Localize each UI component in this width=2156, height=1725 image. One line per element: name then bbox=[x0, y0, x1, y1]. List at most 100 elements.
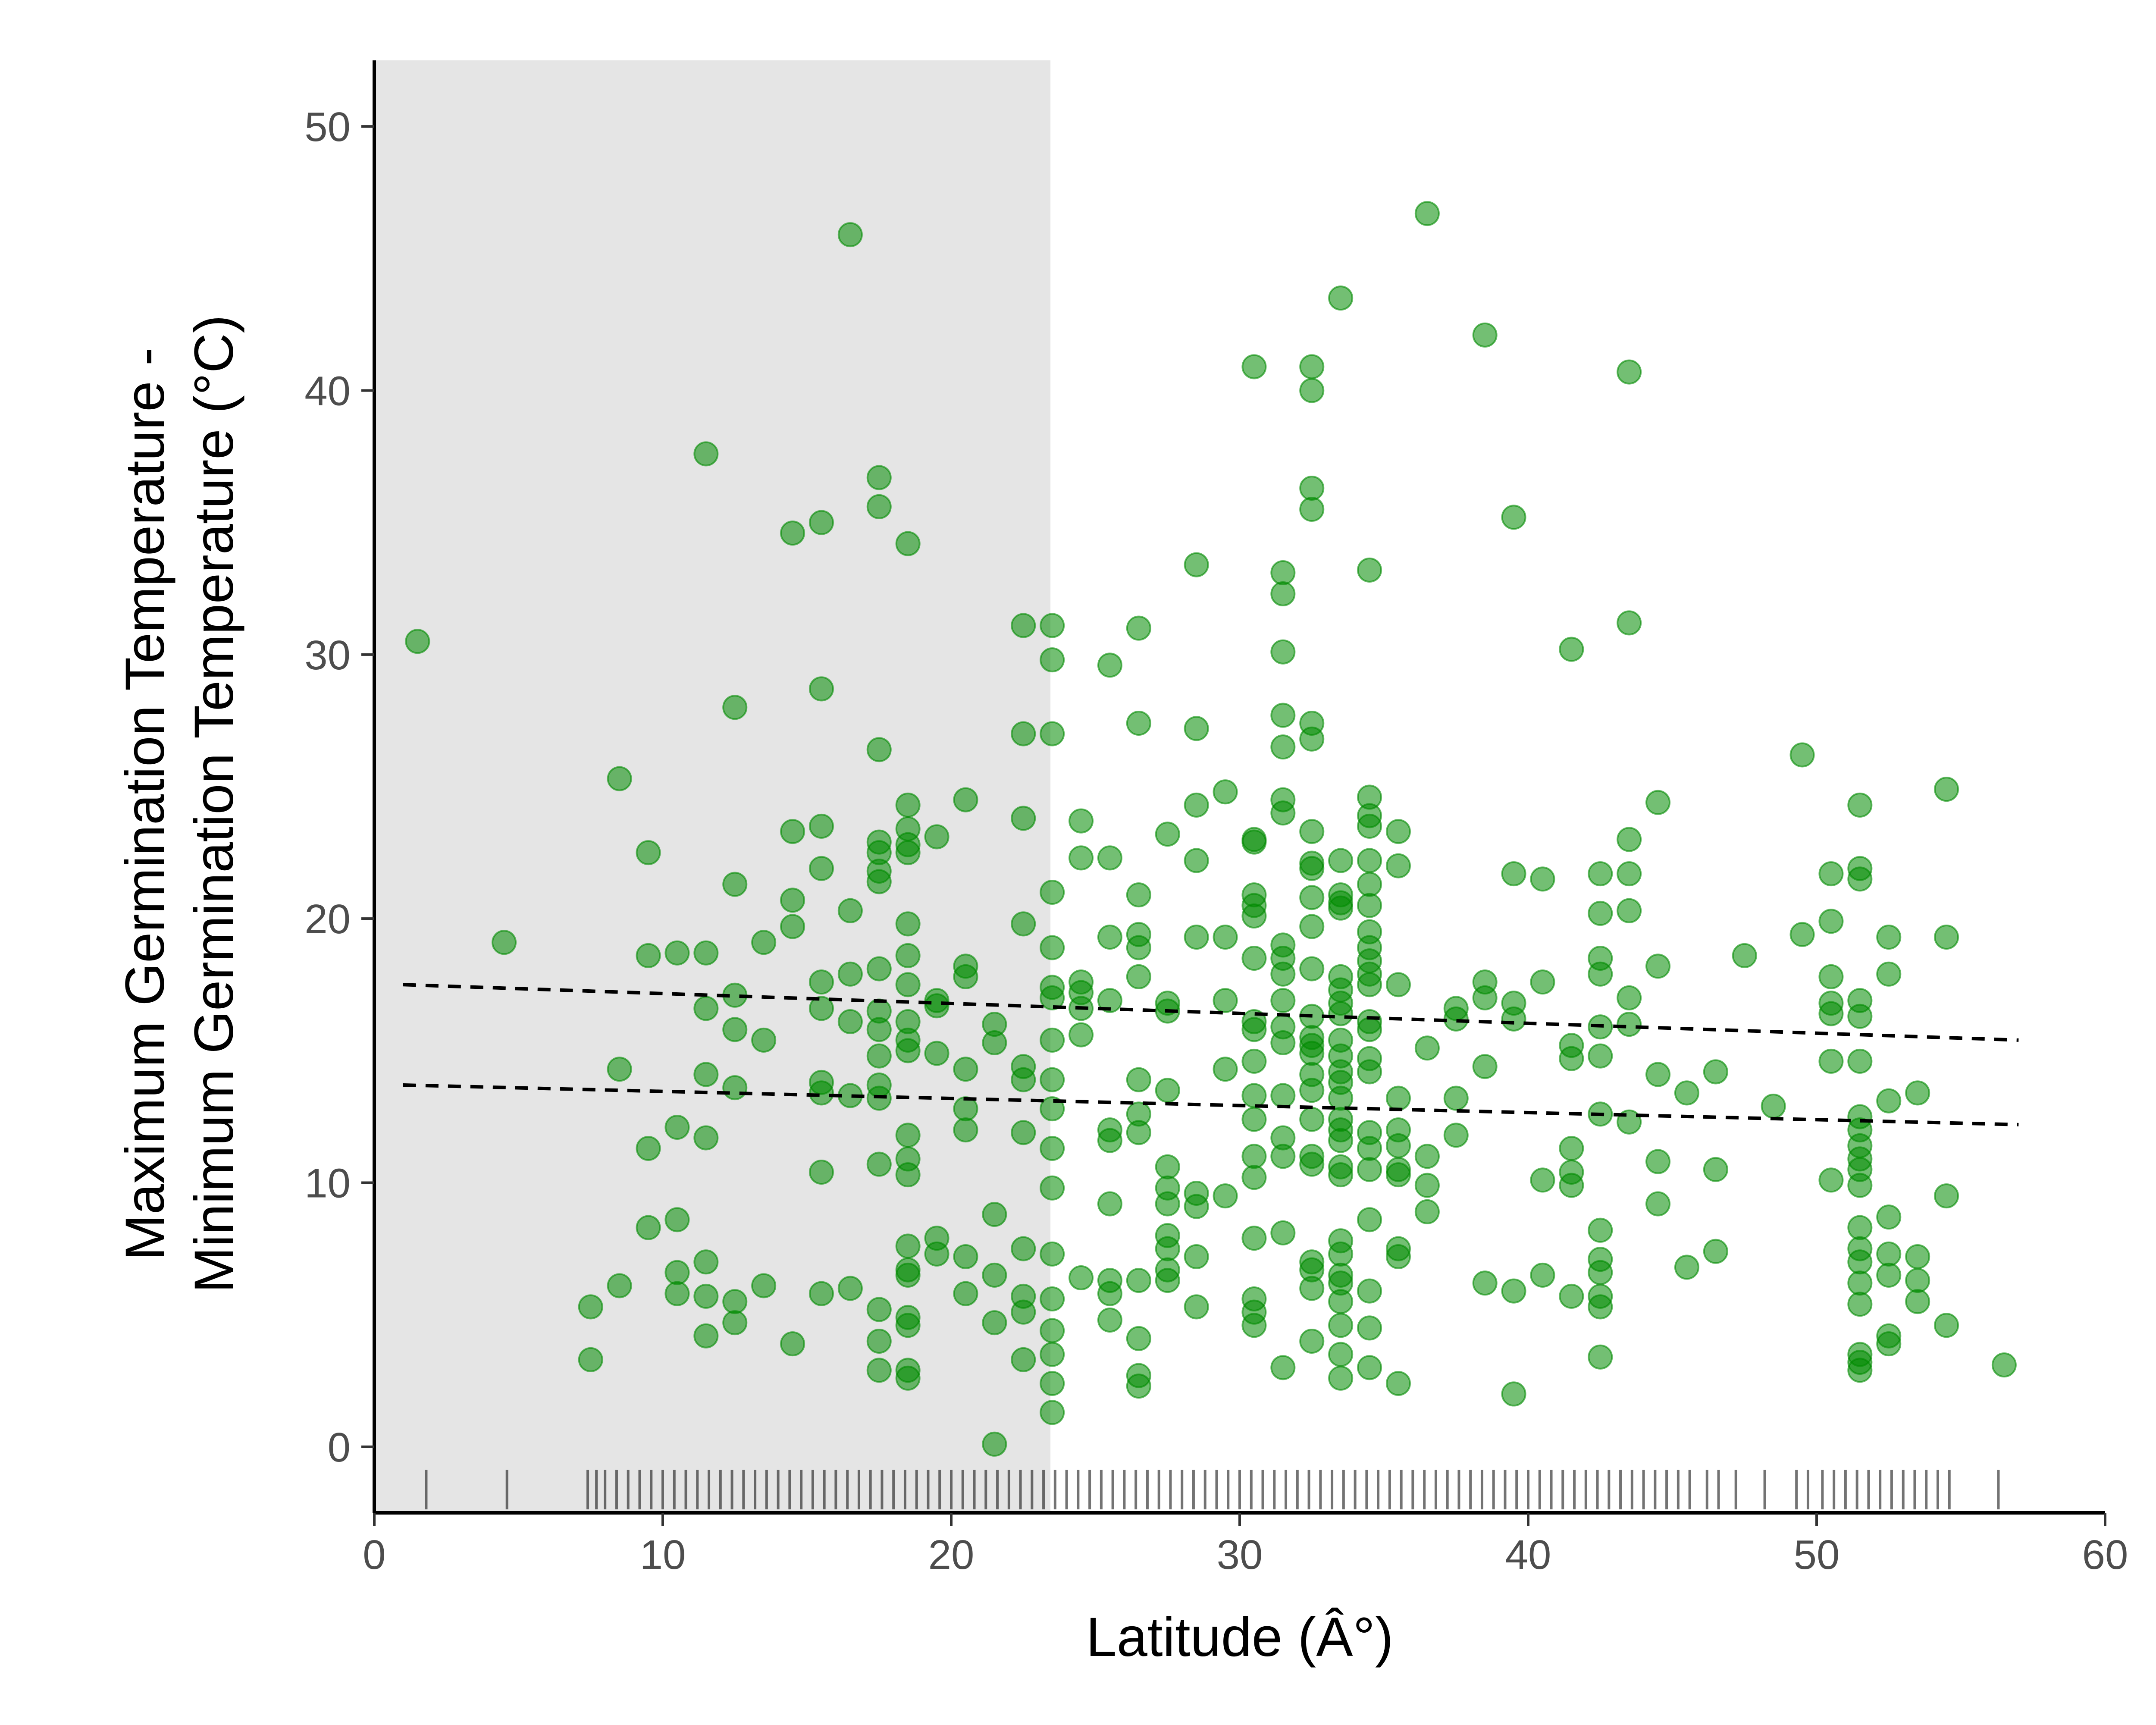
data-point bbox=[1270, 1220, 1296, 1245]
data-point bbox=[1126, 964, 1151, 989]
data-point bbox=[1241, 903, 1267, 929]
data-point bbox=[1126, 1268, 1151, 1293]
data-point bbox=[1299, 476, 1325, 501]
data-point bbox=[1069, 845, 1094, 871]
data-point bbox=[1617, 985, 1642, 1010]
data-point bbox=[895, 1262, 921, 1288]
data-point bbox=[1847, 1173, 1873, 1198]
data-point bbox=[664, 1281, 690, 1306]
data-point bbox=[1270, 1030, 1296, 1055]
data-point bbox=[1011, 1299, 1036, 1325]
data-point bbox=[1328, 1365, 1354, 1391]
data-point bbox=[1299, 378, 1325, 403]
data-point bbox=[1617, 827, 1642, 852]
data-point bbox=[1472, 1054, 1498, 1079]
data-point bbox=[866, 465, 892, 490]
data-point bbox=[1472, 322, 1498, 348]
data-point bbox=[1530, 1167, 1555, 1193]
data-point bbox=[1328, 1001, 1354, 1026]
x-tick-label: 20 bbox=[928, 1532, 975, 1578]
data-point bbox=[837, 222, 863, 248]
data-point bbox=[837, 961, 863, 987]
data-point bbox=[1328, 848, 1354, 873]
data-point bbox=[1847, 792, 1873, 818]
data-point bbox=[1876, 961, 1902, 987]
data-point bbox=[492, 930, 517, 955]
data-point bbox=[1847, 1270, 1873, 1296]
data-point bbox=[1299, 354, 1325, 380]
data-point bbox=[1241, 1107, 1267, 1132]
data-point bbox=[1270, 988, 1296, 1013]
data-point bbox=[1241, 1017, 1267, 1042]
data-point bbox=[1299, 1078, 1325, 1103]
data-point bbox=[1501, 505, 1526, 530]
data-point bbox=[808, 856, 834, 881]
data-point bbox=[1818, 1167, 1844, 1193]
data-point bbox=[1934, 925, 1959, 950]
y-axis-title: Maximum Germination Temperature - Minimu… bbox=[114, 315, 245, 1293]
data-point bbox=[953, 1057, 978, 1082]
data-point bbox=[693, 1062, 719, 1087]
data-point bbox=[1472, 985, 1498, 1010]
data-point bbox=[1645, 790, 1671, 815]
data-point bbox=[1847, 1292, 1873, 1317]
data-point bbox=[1789, 922, 1815, 947]
data-point bbox=[1588, 1294, 1613, 1320]
data-point bbox=[982, 1030, 1007, 1055]
y-axis-title-line-2: Minimum Germination Temperature (°C) bbox=[183, 315, 245, 1293]
data-point bbox=[1991, 1352, 2017, 1378]
data-point bbox=[1097, 652, 1122, 678]
data-point bbox=[1040, 1400, 1065, 1425]
x-axis-title: Latitude (Â°) bbox=[1086, 1606, 1394, 1668]
data-point bbox=[1328, 1289, 1354, 1314]
data-point bbox=[1184, 1294, 1209, 1320]
x-tick-label: 50 bbox=[1794, 1532, 1840, 1578]
data-point bbox=[1241, 1226, 1267, 1251]
data-point bbox=[866, 737, 892, 762]
data-point bbox=[1818, 964, 1844, 989]
data-point bbox=[1040, 935, 1065, 960]
y-tick-label: 0 bbox=[328, 1424, 351, 1471]
data-point bbox=[1357, 1315, 1382, 1341]
data-point bbox=[808, 510, 834, 535]
data-point bbox=[1040, 1342, 1065, 1367]
data-point bbox=[1040, 1286, 1065, 1311]
data-point bbox=[1501, 1278, 1526, 1304]
data-point bbox=[1530, 1262, 1555, 1288]
data-point bbox=[1126, 1374, 1151, 1399]
data-point bbox=[1241, 946, 1267, 971]
data-point bbox=[1443, 1006, 1469, 1032]
data-point bbox=[953, 964, 978, 989]
data-point bbox=[895, 1365, 921, 1391]
data-point bbox=[1270, 961, 1296, 987]
x-axis-ticks: 0 10 20 30 40 50 60 bbox=[363, 1513, 2128, 1578]
data-point bbox=[1270, 581, 1296, 606]
data-point bbox=[1645, 1149, 1671, 1174]
data-point bbox=[1011, 911, 1036, 937]
data-point bbox=[1241, 1144, 1267, 1169]
data-point bbox=[1299, 1041, 1325, 1066]
data-point bbox=[1617, 359, 1642, 385]
data-point bbox=[1328, 285, 1354, 311]
data-point bbox=[578, 1294, 603, 1320]
data-point bbox=[1213, 1057, 1238, 1082]
data-point bbox=[1213, 925, 1238, 950]
data-point bbox=[1213, 1183, 1238, 1209]
trend-line bbox=[403, 983, 2019, 1042]
data-point bbox=[1040, 1175, 1065, 1201]
data-point bbox=[1299, 1276, 1325, 1301]
y-tick-label: 30 bbox=[304, 632, 351, 678]
data-point bbox=[1818, 909, 1844, 934]
data-point bbox=[1126, 615, 1151, 641]
data-point bbox=[693, 1249, 719, 1275]
data-point bbox=[808, 1080, 834, 1106]
data-point bbox=[1069, 1022, 1094, 1048]
data-point bbox=[1270, 1144, 1296, 1169]
data-point bbox=[1270, 639, 1296, 665]
data-point bbox=[1328, 1342, 1354, 1367]
data-point bbox=[1588, 1344, 1613, 1370]
data-point bbox=[607, 1273, 632, 1298]
data-point bbox=[1703, 1239, 1728, 1264]
data-point bbox=[1328, 1128, 1354, 1153]
data-point bbox=[1559, 1046, 1584, 1071]
